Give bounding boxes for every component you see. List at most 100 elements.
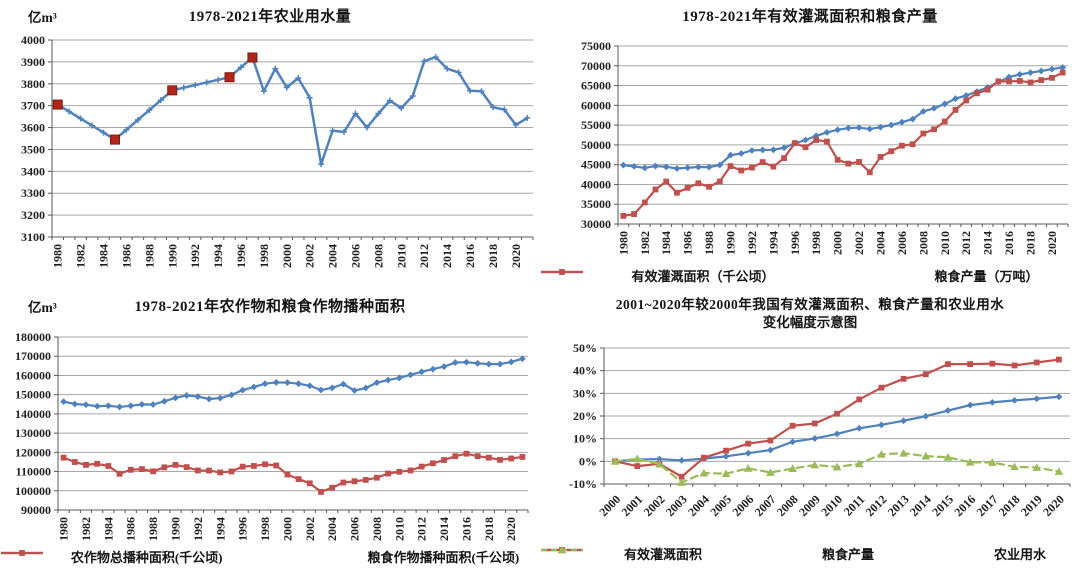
svg-text:3100: 3100 bbox=[21, 230, 45, 244]
svg-text:120000: 120000 bbox=[15, 445, 51, 459]
chart-sown-area: 亿m³ 1978-2021年农作物和粮食作物播种面积 90000 100000 11… bbox=[0, 290, 540, 570]
svg-text:40000: 40000 bbox=[581, 177, 611, 191]
svg-text:3700: 3700 bbox=[21, 99, 45, 113]
legend-label: 粮食产量（万吨） bbox=[934, 269, 1039, 284]
svg-text:2015: 2015 bbox=[929, 492, 956, 519]
svg-text:2001: 2001 bbox=[619, 492, 646, 519]
svg-text:2008: 2008 bbox=[916, 231, 930, 255]
svg-text:2018: 2018 bbox=[482, 517, 496, 541]
dashed-line-triangle-swatch-icon bbox=[541, 545, 988, 560]
svg-text:2006: 2006 bbox=[729, 492, 756, 519]
y-axis-unit-label: 亿m³ bbox=[28, 300, 57, 315]
svg-text:1990: 1990 bbox=[724, 231, 738, 255]
svg-text:2020: 2020 bbox=[1045, 231, 1059, 255]
svg-text:75000: 75000 bbox=[581, 39, 611, 53]
svg-text:35000: 35000 bbox=[581, 197, 611, 211]
svg-text:1982: 1982 bbox=[638, 231, 652, 255]
svg-text:10%: 10% bbox=[573, 432, 597, 446]
svg-text:1988: 1988 bbox=[702, 231, 716, 255]
svg-text:65000: 65000 bbox=[581, 79, 611, 93]
svg-text:1982: 1982 bbox=[79, 517, 93, 541]
svg-text:2016: 2016 bbox=[463, 244, 477, 268]
svg-text:50%: 50% bbox=[573, 341, 597, 355]
svg-text:2008: 2008 bbox=[370, 517, 384, 541]
svg-text:2003: 2003 bbox=[663, 492, 690, 519]
svg-text:30000: 30000 bbox=[581, 217, 611, 231]
legend: 有效灌溉面积 粮食产量 农业用水 bbox=[540, 544, 1080, 563]
svg-text:2004: 2004 bbox=[874, 231, 888, 255]
svg-text:1984: 1984 bbox=[101, 517, 115, 541]
svg-text:3400: 3400 bbox=[21, 164, 45, 178]
svg-text:2016: 2016 bbox=[459, 517, 473, 541]
svg-text:2019: 2019 bbox=[1018, 492, 1045, 519]
svg-text:2009: 2009 bbox=[796, 492, 823, 519]
svg-text:1998: 1998 bbox=[258, 517, 272, 541]
svg-text:2014: 2014 bbox=[907, 492, 934, 519]
svg-text:2014: 2014 bbox=[981, 231, 995, 255]
legend-label: 农作物总播种面积(千公顷) bbox=[70, 550, 223, 565]
svg-text:40%: 40% bbox=[573, 364, 597, 378]
svg-text:2004: 2004 bbox=[325, 517, 339, 541]
sown-area-plot-canvas: 90000 100000 110000 120000 130000 140000 15000… bbox=[15, 330, 529, 541]
svg-text:2012: 2012 bbox=[863, 492, 890, 519]
line-diamond-swatch-icon bbox=[541, 268, 625, 282]
svg-text:1990: 1990 bbox=[165, 244, 179, 268]
y-axis-unit-label: 亿m³ bbox=[28, 10, 57, 25]
svg-text:1992: 1992 bbox=[191, 517, 205, 541]
svg-text:50000: 50000 bbox=[581, 138, 611, 152]
svg-text:2000: 2000 bbox=[280, 244, 294, 268]
svg-text:90000: 90000 bbox=[21, 503, 51, 517]
legend-label: 有效灌溉面积 bbox=[623, 547, 702, 562]
chart-title: 1978-2021年农作物和粮食作物播种面积 bbox=[134, 299, 406, 315]
legend-item-irrigation-area: 有效灌溉面积 bbox=[541, 544, 702, 563]
svg-text:100000: 100000 bbox=[15, 484, 51, 498]
svg-text:2002: 2002 bbox=[303, 244, 317, 268]
water-use-plot-canvas: 3100 3200 3300 3400 3500 3600 3700 3800 3900 4000… bbox=[21, 33, 534, 268]
line-square-swatch-icon bbox=[541, 547, 816, 560]
svg-text:2008: 2008 bbox=[774, 492, 801, 519]
svg-text:2018: 2018 bbox=[1024, 231, 1038, 255]
legend-label: 农业用水 bbox=[994, 547, 1047, 562]
chart-agricultural-water-use: 亿m³ 1978-2021年农业用水量 3100 3200 3300 3400 3500… bbox=[0, 0, 540, 290]
svg-text:1984: 1984 bbox=[97, 244, 111, 268]
svg-text:2002: 2002 bbox=[641, 492, 668, 519]
svg-text:1986: 1986 bbox=[124, 517, 138, 541]
line-square-swatch-icon bbox=[541, 269, 929, 282]
svg-text:20%: 20% bbox=[573, 409, 597, 423]
svg-text:150000: 150000 bbox=[15, 388, 51, 402]
svg-text:4000: 4000 bbox=[21, 33, 45, 47]
svg-text:2006: 2006 bbox=[895, 231, 909, 255]
svg-text:1986: 1986 bbox=[119, 244, 133, 268]
svg-text:2008: 2008 bbox=[371, 244, 385, 268]
chart-title-line2: 变化幅度示意图 bbox=[762, 315, 858, 330]
svg-text:-10%: -10% bbox=[569, 477, 597, 491]
svg-text:2006: 2006 bbox=[348, 517, 362, 541]
svg-text:3200: 3200 bbox=[21, 208, 45, 222]
svg-text:3500: 3500 bbox=[21, 142, 45, 156]
svg-text:160000: 160000 bbox=[15, 368, 51, 382]
svg-text:2013: 2013 bbox=[885, 492, 912, 519]
svg-text:2020: 2020 bbox=[509, 244, 523, 268]
svg-text:2016: 2016 bbox=[951, 492, 978, 519]
svg-text:2004: 2004 bbox=[685, 492, 712, 519]
svg-text:2016: 2016 bbox=[1002, 231, 1016, 255]
legend-item-grain-output: 粮食产量（万吨） bbox=[541, 266, 1039, 285]
svg-text:45000: 45000 bbox=[581, 158, 611, 172]
chart-irrigation-and-grain-output: 1978-2021年有效灌溉面积和粮食产量 30000 35000 40000 450… bbox=[540, 0, 1080, 290]
svg-text:2010: 2010 bbox=[938, 231, 952, 255]
chart-title: 1978-2021年有效灌溉面积和粮食产量 bbox=[682, 9, 938, 25]
svg-text:140000: 140000 bbox=[15, 407, 51, 421]
svg-text:1988: 1988 bbox=[146, 517, 160, 541]
svg-text:2017: 2017 bbox=[974, 492, 1001, 519]
legend-label: 有效灌溉面积（千公顷） bbox=[631, 269, 775, 284]
svg-text:1992: 1992 bbox=[188, 244, 202, 268]
svg-text:60000: 60000 bbox=[581, 98, 611, 112]
svg-text:3900: 3900 bbox=[21, 55, 45, 69]
chart-title: 1978-2021年农业用水量 bbox=[188, 9, 352, 25]
svg-text:1998: 1998 bbox=[809, 231, 823, 255]
svg-text:2007: 2007 bbox=[752, 492, 779, 519]
svg-text:2010: 2010 bbox=[394, 244, 408, 268]
change-rate-plot-canvas: -10%0%10%20%30%40%50%2000200120022003200… bbox=[569, 341, 1071, 519]
svg-text:130000: 130000 bbox=[15, 426, 51, 440]
svg-text:1996: 1996 bbox=[788, 231, 802, 255]
